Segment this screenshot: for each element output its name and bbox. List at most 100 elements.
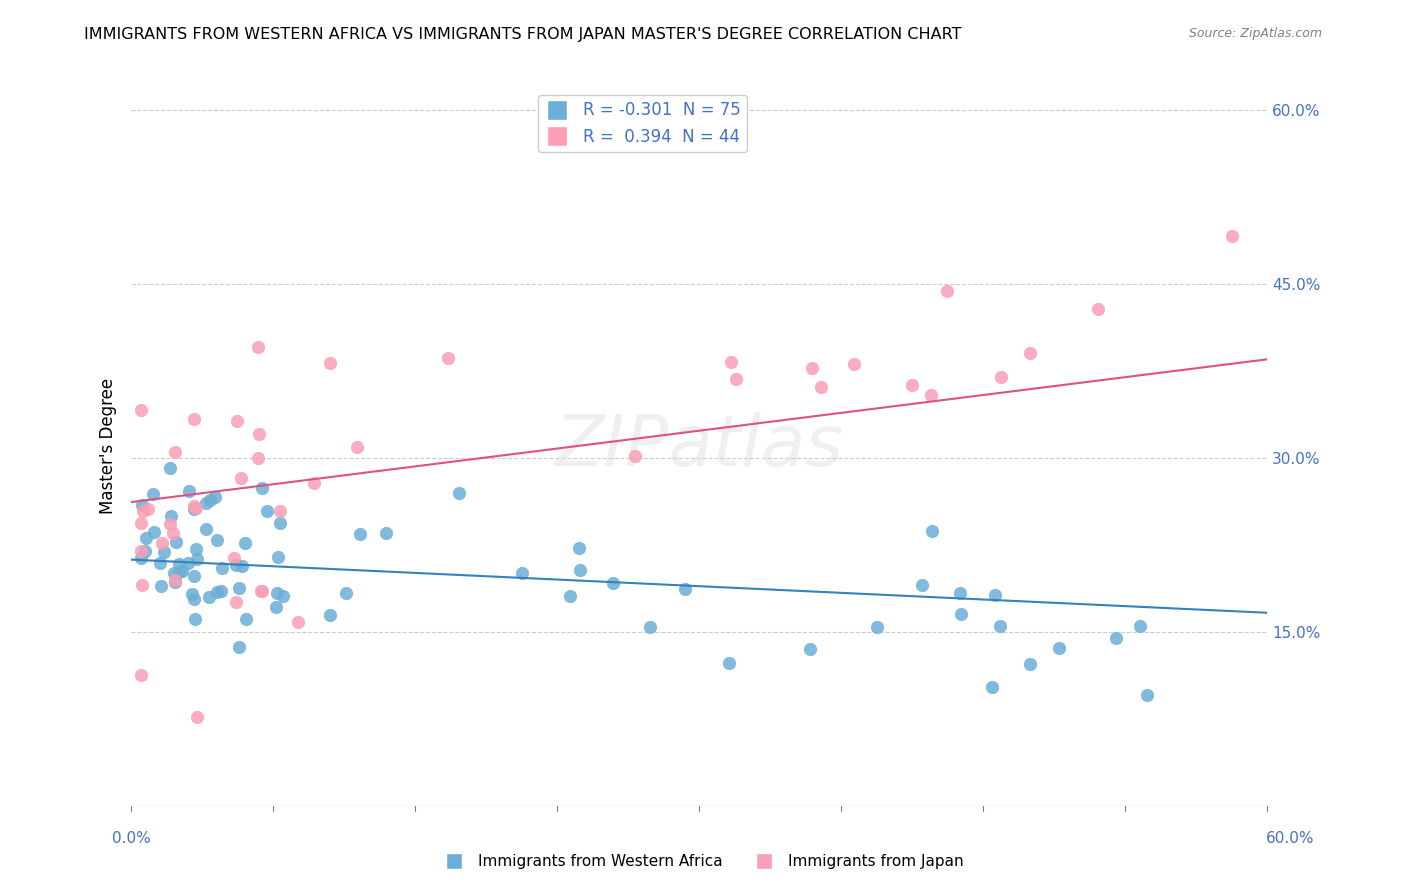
Point — [948, 586, 970, 600]
Point — [1105, 632, 1128, 646]
Point — [150, 536, 173, 550]
Point — [131, 504, 153, 518]
Point — [988, 619, 1011, 633]
Point — [165, 535, 187, 549]
Point — [129, 668, 152, 682]
Point — [153, 544, 176, 558]
Point — [720, 355, 742, 369]
Point — [568, 541, 591, 556]
Point — [233, 536, 256, 550]
Point — [197, 590, 219, 604]
Point — [163, 566, 186, 581]
Point — [319, 607, 342, 622]
Point — [211, 561, 233, 575]
Point — [936, 285, 959, 299]
Point — [183, 502, 205, 516]
Point — [167, 565, 190, 579]
Point — [184, 612, 207, 626]
Point — [602, 576, 624, 591]
Point — [204, 491, 226, 505]
Point — [335, 586, 357, 600]
Text: IMMIGRANTS FROM WESTERN AFRICA VS IMMIGRANTS FROM JAPAN MASTER'S DEGREE CORRELAT: IMMIGRANTS FROM WESTERN AFRICA VS IMMIGR… — [84, 27, 962, 42]
Point — [624, 449, 647, 463]
Point — [131, 498, 153, 512]
Point — [183, 591, 205, 606]
Point — [177, 556, 200, 570]
Point — [1049, 641, 1071, 656]
Point — [673, 582, 696, 596]
Point — [228, 640, 250, 655]
Point — [183, 500, 205, 514]
Point — [246, 450, 269, 465]
Point — [810, 380, 832, 394]
Point — [231, 559, 253, 574]
Point — [346, 440, 368, 454]
Point — [159, 461, 181, 475]
Point — [129, 550, 152, 565]
Point — [167, 558, 190, 572]
Point — [163, 573, 186, 587]
Point — [184, 501, 207, 516]
Point — [246, 340, 269, 354]
Point — [134, 544, 156, 558]
Point — [558, 589, 581, 603]
Point — [374, 526, 396, 541]
Text: Source: ZipAtlas.com: Source: ZipAtlas.com — [1188, 27, 1322, 40]
Point — [1129, 619, 1152, 633]
Point — [129, 544, 152, 558]
Point — [177, 484, 200, 499]
Point — [799, 641, 821, 656]
Point — [950, 607, 973, 621]
Point — [725, 372, 748, 386]
Point — [249, 584, 271, 599]
Point — [186, 552, 208, 566]
Point — [186, 710, 208, 724]
Point — [162, 525, 184, 540]
Point — [264, 600, 287, 615]
Point — [225, 558, 247, 573]
Legend: R = -0.301  N = 75, R =  0.394  N = 44: R = -0.301 N = 75, R = 0.394 N = 44 — [537, 95, 747, 153]
Point — [1018, 346, 1040, 360]
Point — [717, 656, 740, 670]
Point — [183, 412, 205, 426]
Point — [159, 517, 181, 532]
Point — [844, 357, 866, 371]
Point — [149, 556, 172, 570]
Point — [222, 550, 245, 565]
Point — [1087, 301, 1109, 316]
Point — [149, 579, 172, 593]
Point — [165, 445, 187, 459]
Point — [287, 615, 309, 629]
Y-axis label: Master's Degree: Master's Degree — [100, 378, 117, 514]
Point — [163, 574, 186, 589]
Point — [273, 590, 295, 604]
Point — [302, 475, 325, 490]
Point — [143, 524, 166, 539]
Point — [1220, 228, 1243, 243]
Point — [1019, 657, 1042, 671]
Point — [269, 516, 291, 530]
Point — [225, 595, 247, 609]
Point — [510, 566, 533, 580]
Point — [866, 620, 889, 634]
Point — [447, 486, 470, 500]
Point — [129, 403, 152, 417]
Point — [247, 426, 270, 441]
Point — [172, 564, 194, 578]
Point — [920, 388, 942, 402]
Point — [437, 351, 460, 365]
Point — [183, 569, 205, 583]
Point — [252, 481, 274, 495]
Point — [209, 583, 232, 598]
Point — [990, 369, 1012, 384]
Point — [921, 524, 943, 538]
Point — [1136, 688, 1159, 702]
Point — [195, 496, 218, 510]
Point — [142, 487, 165, 501]
Point — [207, 533, 229, 547]
Point — [200, 492, 222, 507]
Point — [136, 502, 159, 516]
Point — [256, 504, 278, 518]
Point — [980, 680, 1002, 694]
Point — [638, 620, 661, 634]
